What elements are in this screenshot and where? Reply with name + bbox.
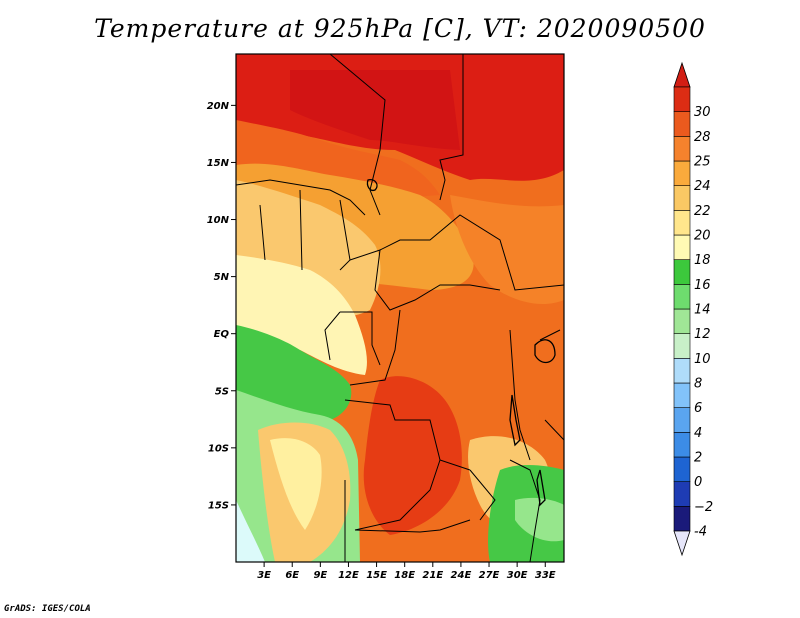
lon-label: 24E (451, 570, 472, 581)
lake-victoria (534, 339, 556, 364)
field-hot-interior (363, 376, 462, 535)
lon-label: 6E (285, 570, 299, 581)
colorbar-segment (673, 333, 691, 359)
colorbar-label: 0 (694, 475, 702, 490)
colorbar-segment (673, 456, 691, 482)
colorbar-segment (673, 308, 691, 334)
colorbar-segment (673, 481, 691, 507)
colorbar-label: 18 (694, 253, 711, 268)
temperature-field (236, 54, 564, 562)
lon-label: 21E (422, 570, 443, 581)
border-east-lakes (509, 329, 564, 461)
lake-chad (366, 179, 378, 192)
border-car (374, 249, 501, 311)
colorbar-label: 25 (694, 155, 711, 170)
field-warm-east (450, 195, 564, 305)
border-namibia (344, 480, 471, 562)
border-niger-chad (329, 54, 386, 216)
lon-label: 33E (535, 570, 556, 581)
lon-label: 12E (338, 570, 359, 581)
lake-malawi (536, 469, 546, 507)
lat-label: 10N (207, 215, 230, 226)
colorbar-segment (673, 160, 691, 186)
lat-label: 5N (214, 272, 230, 283)
colorbar-label: 2 (694, 451, 702, 466)
colorbar-segment (673, 86, 691, 112)
colorbar-label: 8 (694, 377, 702, 392)
border-gabon (324, 311, 381, 366)
field-cyan-sw (236, 500, 265, 562)
colorbar-under-arrow (673, 530, 691, 557)
lon-ticks: 3E 6E 9E 12E 15E 18E 21E 24E 27E 30E 33E (257, 562, 556, 581)
lake-tanganyika (509, 394, 521, 447)
colorbar-label: 4 (694, 426, 702, 441)
page-title: Temperature at 925hPa [C], VT: 202009050… (94, 14, 706, 43)
field-green-gulf (236, 325, 352, 420)
colorbar-segment (673, 407, 691, 433)
lon-label: 3E (257, 570, 271, 581)
lat-label: 15N (207, 158, 230, 169)
colorbar-segment (673, 111, 691, 137)
colorbar-label: −2 (694, 500, 713, 515)
lat-label: 5S (215, 386, 229, 397)
lat-label: 20N (207, 101, 230, 112)
colorbar-over-arrow (673, 61, 691, 88)
border-cameroon (349, 214, 564, 291)
lat-label: 10S (208, 443, 229, 454)
border-libya-sudan (439, 54, 464, 201)
colorbar-segment (673, 136, 691, 162)
lon-label: 27E (479, 570, 500, 581)
colorbar-label: 20 (694, 229, 711, 244)
lat-ticks: 20N 15N 10N 5N EQ 5S 10S 15S (207, 101, 236, 511)
colorbar-segment (673, 284, 691, 310)
footer-credit: GrADS: IGES/COLA (4, 604, 91, 614)
colorbar-segment (673, 382, 691, 408)
colorbar-segment (673, 506, 691, 532)
colorbar-segment (673, 259, 691, 285)
lon-label: 15E (366, 570, 387, 581)
lon-label: 18E (394, 570, 415, 581)
colorbar-label: 22 (694, 204, 711, 219)
lon-label: 30E (507, 570, 528, 581)
colorbar-label: 30 (694, 105, 711, 120)
border-congo (349, 309, 401, 386)
lon-label: 9E (313, 570, 327, 581)
field-lightgreen-east (515, 497, 564, 542)
colorbar-label: 16 (694, 278, 711, 293)
colorbar-label: 24 (694, 179, 711, 194)
lakes (366, 179, 556, 507)
colorbar-segment (673, 210, 691, 236)
colorbar-segment (673, 185, 691, 211)
colorbar-label: 12 (694, 327, 711, 342)
border-west (236, 179, 366, 216)
colorbar-label: 10 (694, 352, 711, 367)
lat-label: EQ (214, 329, 230, 340)
lat-label: 15S (208, 500, 229, 511)
field-pale-angola (270, 438, 322, 530)
colorbar-label: 14 (694, 303, 711, 318)
border-drc-angola (344, 399, 471, 471)
colorbar-label: 6 (694, 401, 702, 416)
border-zambia (354, 459, 496, 531)
field-hot-north-inner (290, 70, 460, 150)
colorbar-label: -4 (694, 525, 707, 540)
colorbar-segment (673, 358, 691, 384)
colorbar-segment (673, 432, 691, 458)
colorbar-segment (673, 234, 691, 260)
colorbar-label: 28 (694, 130, 711, 145)
map-frame (235, 53, 565, 563)
